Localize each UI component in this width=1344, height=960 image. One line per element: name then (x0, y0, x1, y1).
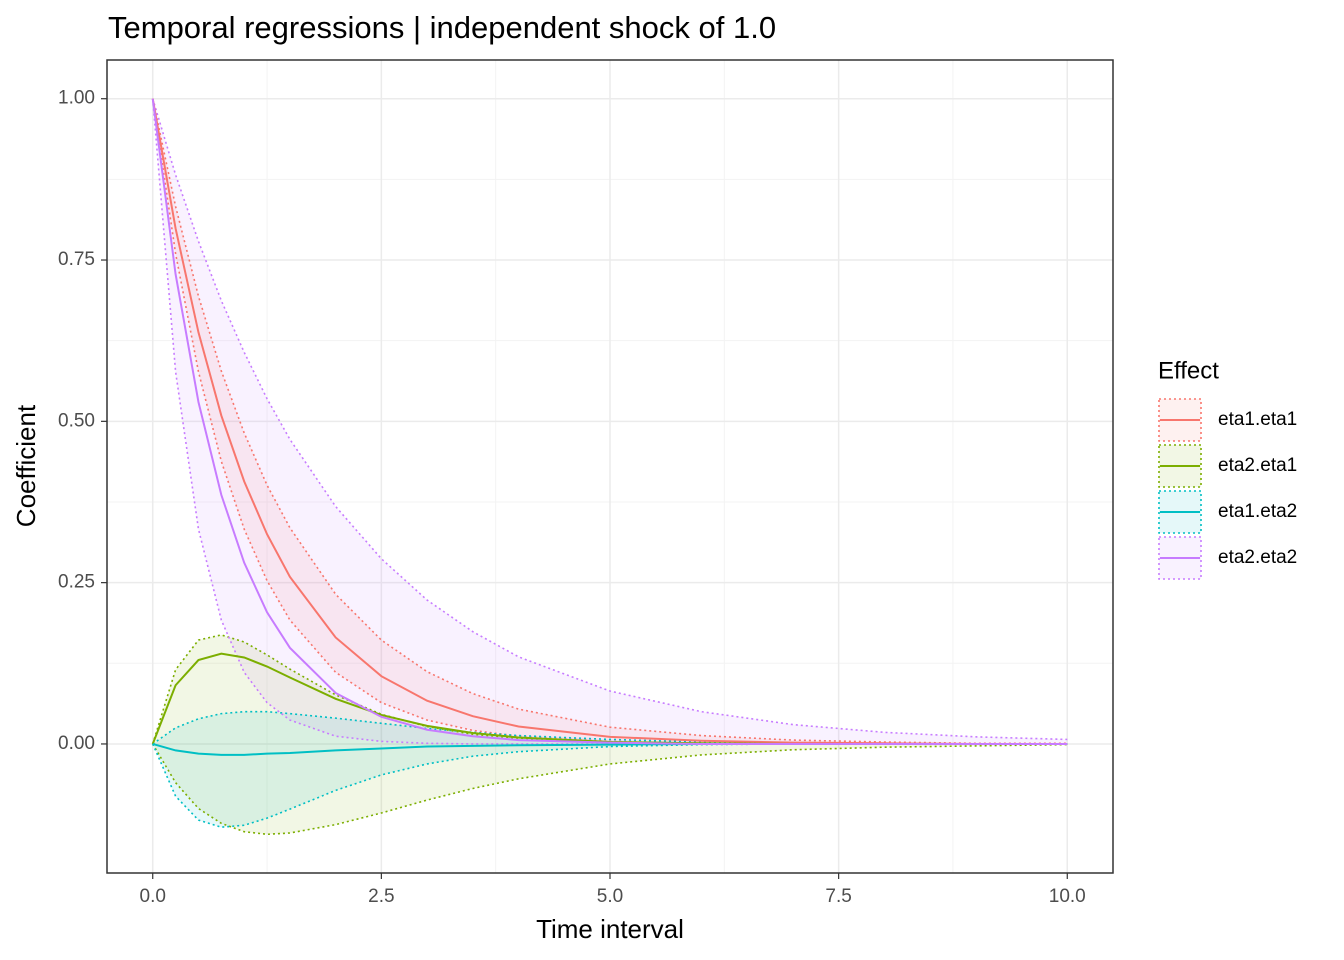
legend-label: eta1.eta1 (1218, 409, 1297, 430)
legend-label: eta2.eta1 (1218, 455, 1297, 476)
legend-item: eta1.eta1 (1158, 398, 1297, 442)
x-tick-label: 10.0 (1049, 886, 1086, 907)
line (151, 98, 1068, 745)
panel-border (106, 59, 1114, 874)
ribbon (152, 98, 1068, 744)
x-axis-label: Time interval (536, 914, 684, 944)
y-tick-label: 0.00 (58, 733, 95, 754)
legend-label: eta1.eta2 (1218, 501, 1297, 522)
ribbon-bound (151, 98, 1068, 745)
x-tick-label: 0.0 (140, 886, 166, 907)
legend-label: eta2.eta2 (1218, 547, 1297, 568)
y-tick-label: 0.75 (58, 249, 95, 270)
y-axis-label: Coefficient (11, 404, 41, 527)
line (151, 98, 1068, 745)
y-tick-label: 0.50 (58, 410, 95, 431)
legend-title: Effect (1158, 357, 1219, 384)
chart-title: Temporal regressions | independent shock… (108, 10, 776, 45)
ribbon-bound (151, 98, 1068, 745)
legend-item: eta2.eta1 (1158, 444, 1297, 488)
y-tick-label: 0.25 (58, 572, 95, 593)
y-tick-label: 1.00 (58, 88, 95, 109)
ribbon (152, 711, 1068, 828)
ribbon (152, 634, 1068, 835)
ribbon-bound (151, 743, 1068, 829)
x-tick-label: 5.0 (597, 886, 623, 907)
legend-item: eta2.eta2 (1158, 536, 1297, 580)
legend-item: eta1.eta2 (1158, 490, 1297, 534)
x-tick-label: 2.5 (368, 886, 394, 907)
x-tick-label: 7.5 (825, 886, 851, 907)
